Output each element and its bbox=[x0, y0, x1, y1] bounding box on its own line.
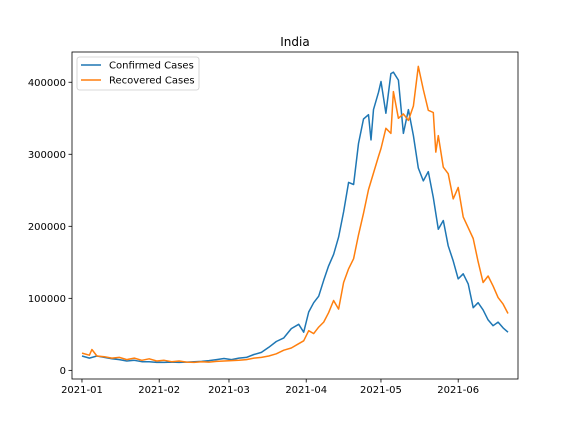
y-tick-label: 0 bbox=[60, 366, 66, 377]
axes-layer: 2021-01 2021-02 2021-03 2021-04 2021-05 2021-… bbox=[28, 78, 479, 396]
chart-title: India bbox=[280, 35, 309, 49]
legend-box bbox=[76, 56, 200, 91]
x-tick-label: 2021-03 bbox=[208, 385, 250, 396]
plot-frame bbox=[71, 51, 519, 380]
x-tick-label: 2021-05 bbox=[360, 385, 402, 396]
y-tick-label: 200000 bbox=[28, 222, 66, 233]
series-line-recovered bbox=[81, 65, 509, 364]
legend: Confirmed Cases Recovered Cases bbox=[76, 56, 200, 91]
x-tick-label: 2021-06 bbox=[437, 385, 479, 396]
x-tick-label: 2021-01 bbox=[61, 385, 103, 396]
x-tick-label: 2021-02 bbox=[138, 385, 180, 396]
y-tick-label: 100000 bbox=[28, 294, 66, 305]
y-tick-label: 300000 bbox=[28, 150, 66, 161]
x-tick-label: 2021-04 bbox=[285, 385, 327, 396]
legend-label: Confirmed Cases bbox=[109, 61, 194, 72]
y-tick-label: 400000 bbox=[28, 78, 66, 89]
legend-label: Recovered Cases bbox=[109, 76, 195, 87]
series-layer bbox=[81, 65, 509, 364]
